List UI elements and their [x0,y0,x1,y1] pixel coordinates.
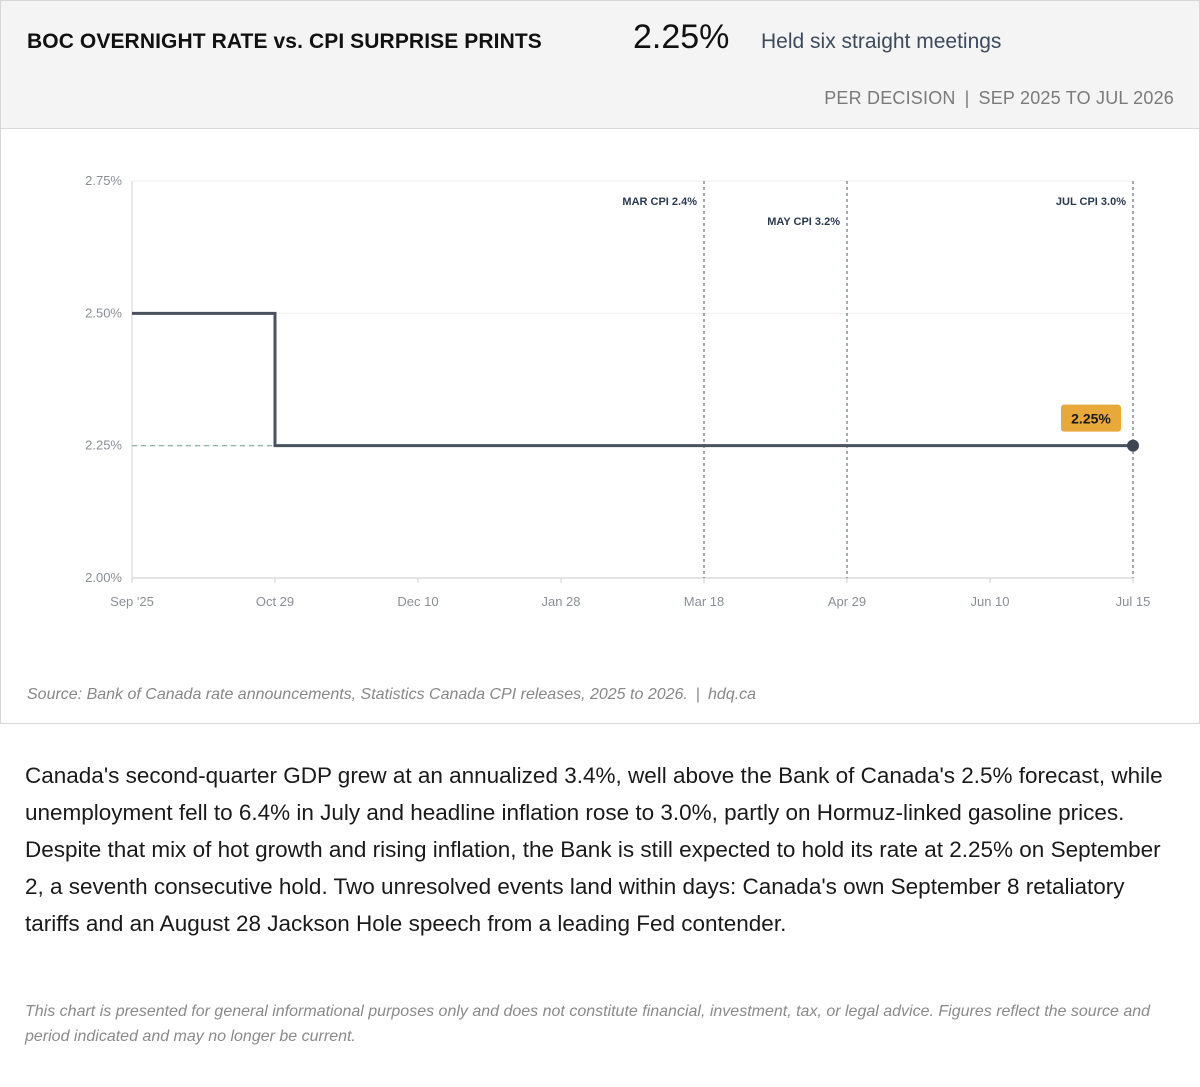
event-label: MAY CPI 3.2% [767,216,840,228]
period-separator: | [964,88,970,108]
date-range-label: SEP 2025 TO JUL 2026 [978,88,1174,108]
event-label: MAR CPI 2.4% [622,196,697,208]
x-tick-label: Jun 10 [970,594,1009,609]
chart-header: BOC OVERNIGHT RATE vs. CPI SURPRISE PRIN… [1,1,1199,129]
frequency-label: PER DECISION [824,88,956,108]
y-tick-label: 2.50% [85,305,122,320]
chart-title: BOC OVERNIGHT RATE vs. CPI SURPRISE PRIN… [27,30,542,53]
series-end-point [1127,439,1139,452]
chart-card: BOC OVERNIGHT RATE vs. CPI SURPRISE PRIN… [0,0,1200,724]
rate-step-chart: 2.00% 2.25% 2.50% 2.75% Sep '25 Oct 29 Dec 10 J… [85,173,1151,609]
x-tick-label: Sep '25 [110,594,154,609]
y-tick-label: 2.75% [85,173,122,188]
chart-subtitle: Held six straight meetings [761,30,1002,53]
x-tick-label: Dec 10 [397,594,438,609]
x-tick-label: Oct 29 [256,594,294,609]
y-tick-label: 2.25% [85,438,122,453]
commentary-paragraph: Canada's second-quarter GDP grew at an a… [25,763,1163,936]
x-tick-label: Jan 28 [541,594,580,609]
source-separator: | [695,686,701,703]
x-tick-label: Apr 29 [828,594,866,609]
x-tick-label: Mar 18 [684,594,724,609]
source-note: Source: Bank of Canada rate announcement… [27,686,756,704]
period-info: PER DECISION | SEP 2025 TO JUL 2026 [824,88,1174,109]
current-rate-value: 2.25% [633,18,730,56]
end-value-badge-label: 2.25% [1071,411,1111,427]
disclaimer-text: This chart is presented for general info… [25,1003,1151,1045]
source-site: hdq.ca [708,686,757,703]
source-text: Source: Bank of Canada rate announcement… [27,686,688,703]
y-tick-label: 2.00% [85,570,122,585]
event-label: JUL CPI 3.0% [1056,196,1126,208]
end-value-badge [1061,404,1121,432]
series-step-line [132,311,1133,448]
x-tick-label: Jul 15 [1116,594,1151,609]
